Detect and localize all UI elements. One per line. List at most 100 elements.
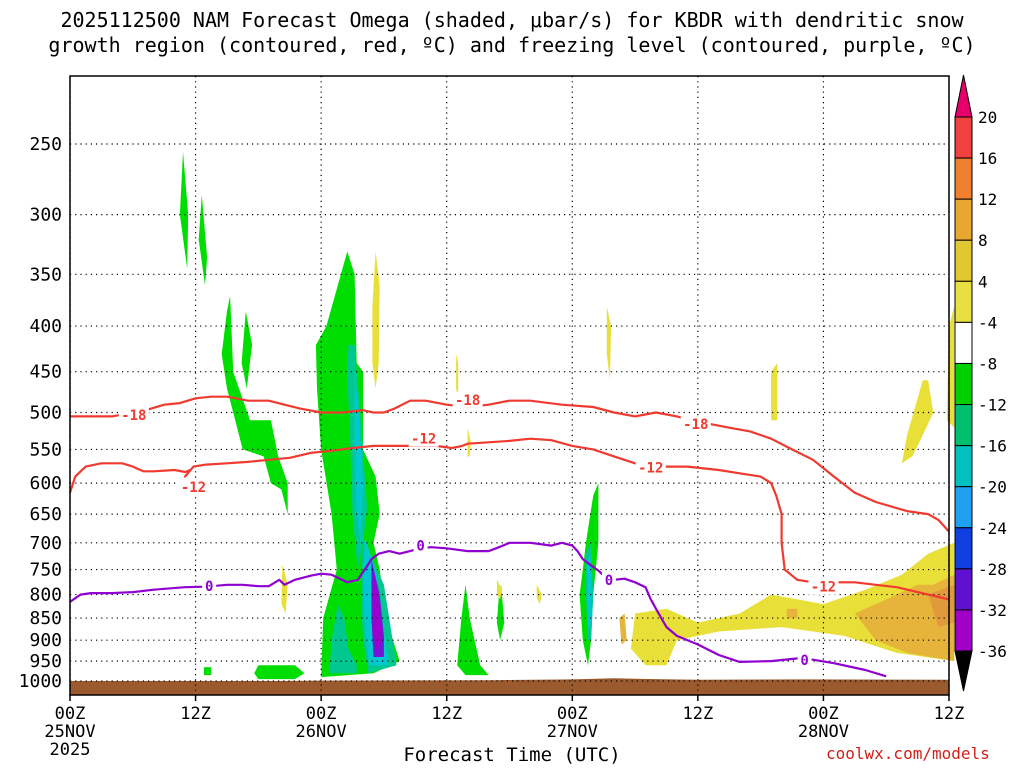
- freezing-level: 0 0 0 0: [69, 537, 887, 678]
- y-tick-label-450: 450: [29, 362, 62, 383]
- omega-region-16: [586, 553, 592, 632]
- x-date-label-6: 28NOV: [798, 722, 849, 742]
- y-tick-label-850: 850: [29, 608, 62, 629]
- omega-region-19: [372, 251, 380, 389]
- x-date-label-0: 25NOV: [44, 722, 95, 742]
- colorbar-label-5: -4: [978, 313, 997, 332]
- omega-region-7: [457, 584, 489, 676]
- dendritic-label-4: -12: [411, 432, 436, 448]
- dendritic-contours: -18 -18 -18 -12 -12 -12 -12: [68, 391, 950, 601]
- omega-region-1: [198, 194, 208, 286]
- dendritic-label-bg-2: [680, 415, 711, 432]
- y-tick-label-1000: 1000: [19, 671, 62, 692]
- colorbar-band-7: [954, 404, 973, 447]
- freezing-label-bg-0: [202, 578, 217, 595]
- colorbar-band-5: [954, 321, 973, 364]
- colorbar-band-4: [954, 280, 973, 323]
- y-tick-label-700: 700: [29, 533, 62, 554]
- colorbar-label-6: -8: [978, 354, 997, 373]
- freezing-label-1: 0: [416, 539, 424, 555]
- y-tick-label-500: 500: [29, 403, 62, 424]
- omega-region-26: [771, 363, 778, 421]
- omega-region-10: [329, 604, 357, 674]
- colorbar-label-10: -24: [978, 519, 1007, 538]
- plot-frame: [69, 75, 950, 696]
- colorbar-band-3: [954, 239, 973, 282]
- chart-title-line2: growth region (contoured, red, ºC) and f…: [48, 33, 976, 57]
- colorbar-label-7: -12: [978, 396, 1007, 415]
- dendritic-label-5: -12: [638, 460, 663, 476]
- x-tick-label-2: 00Z: [306, 704, 337, 724]
- omega-region-0: [179, 151, 189, 269]
- dendritic-label-bg-1: [452, 391, 483, 408]
- colorbar-label-3: 8: [978, 231, 988, 250]
- colorbar-label-4: 4: [978, 272, 988, 291]
- x-tick-label-4: 00Z: [557, 704, 588, 724]
- x-tick-label-0: 00Z: [55, 704, 86, 724]
- dendritic-label-bg-5: [635, 459, 666, 476]
- omega-region-20: [456, 354, 459, 397]
- omega-region-24: [536, 584, 542, 605]
- freezing-label-3: 0: [800, 653, 808, 669]
- colorbar-label-0: 20: [978, 108, 997, 127]
- omega-region-3: [241, 311, 253, 389]
- colorbar-label-8: -16: [978, 437, 1007, 456]
- y-tick-label-300: 300: [29, 205, 62, 226]
- colorbar: 20 16 12 8 4 -4 -8 -12 -16 -20 -24 -28 -32 -36: [954, 74, 1007, 692]
- omega-region-32: [786, 608, 798, 618]
- y-tick-label-750: 750: [29, 560, 62, 581]
- x-date-label-2: 26NOV: [296, 722, 347, 742]
- plot-area: [70, 76, 949, 695]
- y-tick-label-800: 800: [29, 585, 62, 606]
- colorbar-band-0: [954, 116, 973, 159]
- dendritic-label-1: -18: [455, 393, 480, 409]
- omega-region-8: [496, 584, 505, 641]
- x-tick-label-6: 00Z: [808, 704, 839, 724]
- dendritic-label-3: -12: [181, 480, 206, 496]
- dendritic-contour-minus12: [68, 437, 950, 601]
- y-tick-label-600: 600: [29, 473, 62, 494]
- freezing-label-bg-3: [797, 651, 812, 668]
- y-tick-label-900: 900: [29, 630, 62, 651]
- freezing-label-bg-2: [601, 571, 616, 588]
- colorbar-band-10: [954, 527, 973, 570]
- x-tick-label-7: 12Z: [934, 704, 965, 724]
- freezing-label-2: 0: [605, 573, 613, 589]
- colorbar-band-9: [954, 486, 973, 529]
- omega-region-23: [496, 579, 503, 600]
- dendritic-label-2: -18: [683, 417, 708, 433]
- grid: 2503003504004505005506006507007508008509…: [19, 76, 950, 695]
- colorbar-band-12: [954, 609, 973, 652]
- colorbar-label-1: 16: [978, 149, 997, 168]
- colorbar-label-12: -32: [978, 601, 1007, 620]
- colorbar-label-11: -28: [978, 560, 1007, 579]
- colorbar-label-9: -20: [978, 478, 1007, 497]
- x-tick-label-3: 12Z: [431, 704, 462, 724]
- y-tick-label-400: 400: [29, 316, 62, 337]
- dendritic-label-bg-4: [408, 430, 439, 447]
- colorbar-label-13: -36: [978, 642, 1007, 661]
- dendritic-label-0: -18: [121, 408, 146, 424]
- y-tick-label-550: 550: [29, 439, 62, 460]
- colorbar-band-2: [954, 198, 973, 241]
- x-tick-label-5: 12Z: [682, 704, 713, 724]
- omega-region-21: [467, 427, 471, 457]
- freezing-contour: [69, 541, 887, 678]
- dendritic-label-bg-0: [118, 406, 149, 423]
- colorbar-band-6: [954, 362, 973, 406]
- x-tick-label-1: 12Z: [180, 704, 211, 724]
- credit-link[interactable]: coolwx.com/models: [826, 744, 990, 763]
- y-tick-label-650: 650: [29, 504, 62, 525]
- colorbar-band-1: [954, 157, 973, 200]
- omega-region-5: [254, 665, 305, 680]
- y-tick-label-950: 950: [29, 651, 62, 672]
- omega-region-31: [619, 613, 627, 645]
- omega-region-14: [354, 371, 363, 543]
- omega-region-25: [606, 306, 611, 381]
- dendritic-label-bg-6: [808, 578, 839, 595]
- x-date-label-4: 27NOV: [547, 722, 598, 742]
- colorbar-band-11: [954, 568, 973, 611]
- omega-region-27: [901, 380, 934, 464]
